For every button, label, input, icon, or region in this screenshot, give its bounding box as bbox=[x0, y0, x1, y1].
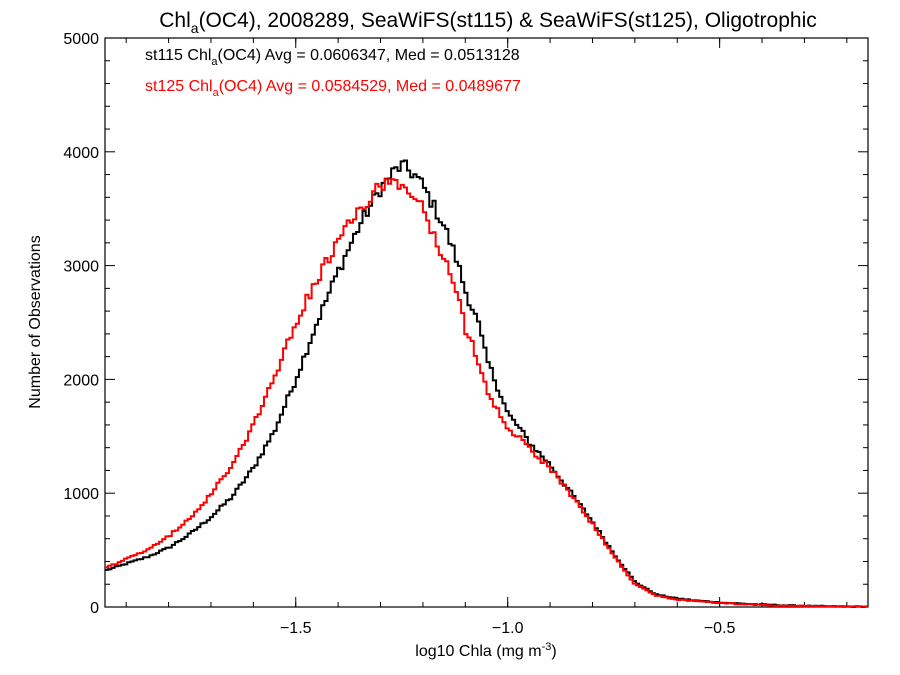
legend-entry-st125: st125 Chla(OC4) Avg = 0.0584529, Med = 0… bbox=[145, 78, 521, 99]
series-layer bbox=[105, 159, 868, 608]
y-tick-label: 1000 bbox=[63, 486, 99, 503]
y-tick-label: 0 bbox=[90, 600, 99, 617]
x-tick-label: −0.5 bbox=[704, 620, 736, 637]
x-axis-label: log10 Chla (mg m-3) bbox=[415, 641, 556, 660]
y-tick-label: 4000 bbox=[63, 145, 99, 162]
plot-frame bbox=[104, 37, 869, 608]
x-tick-label: −1.0 bbox=[492, 620, 524, 637]
chart-title: Chla(OC4), 2008289, SeaWiFS(st115) & Sea… bbox=[159, 9, 817, 36]
y-axis-label: Number of Observations bbox=[27, 235, 44, 408]
series-line-st125 bbox=[105, 178, 868, 608]
x-tick-label: −1.5 bbox=[280, 620, 312, 637]
y-tick-label: 5000 bbox=[63, 31, 99, 48]
legend-entry-st115: st115 Chla(OC4) Avg = 0.0606347, Med = 0… bbox=[145, 47, 520, 68]
y-tick-label: 2000 bbox=[63, 372, 99, 389]
axis-ticks: −1.5 −1.0 −0.5 0 1000 2000 3000 4000 5000 bbox=[63, 31, 868, 637]
y-tick-label: 3000 bbox=[63, 259, 99, 276]
